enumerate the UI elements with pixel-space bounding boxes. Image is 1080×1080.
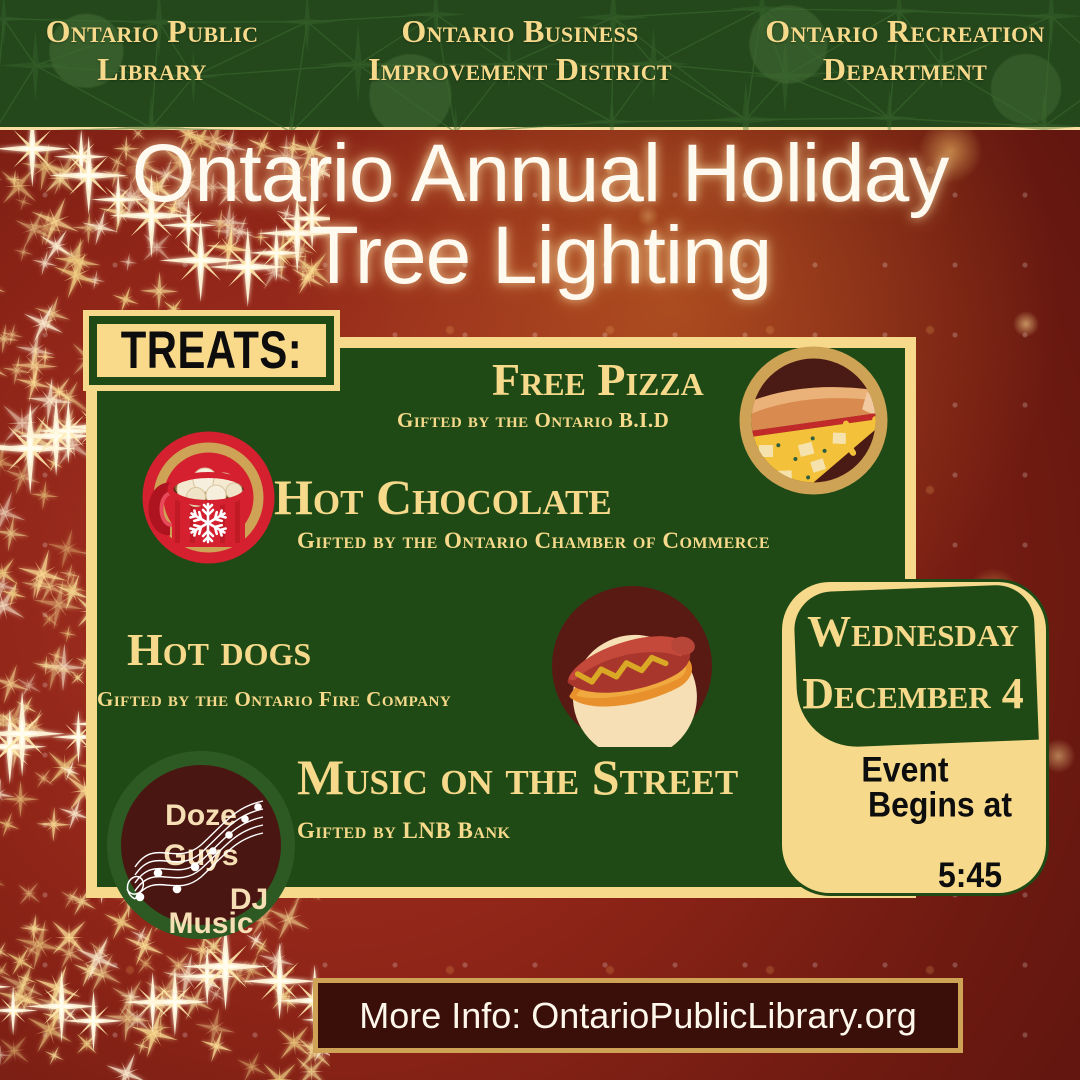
svg-text:Doze: Doze — [165, 799, 237, 832]
svg-text:Music: Music — [168, 907, 253, 939]
